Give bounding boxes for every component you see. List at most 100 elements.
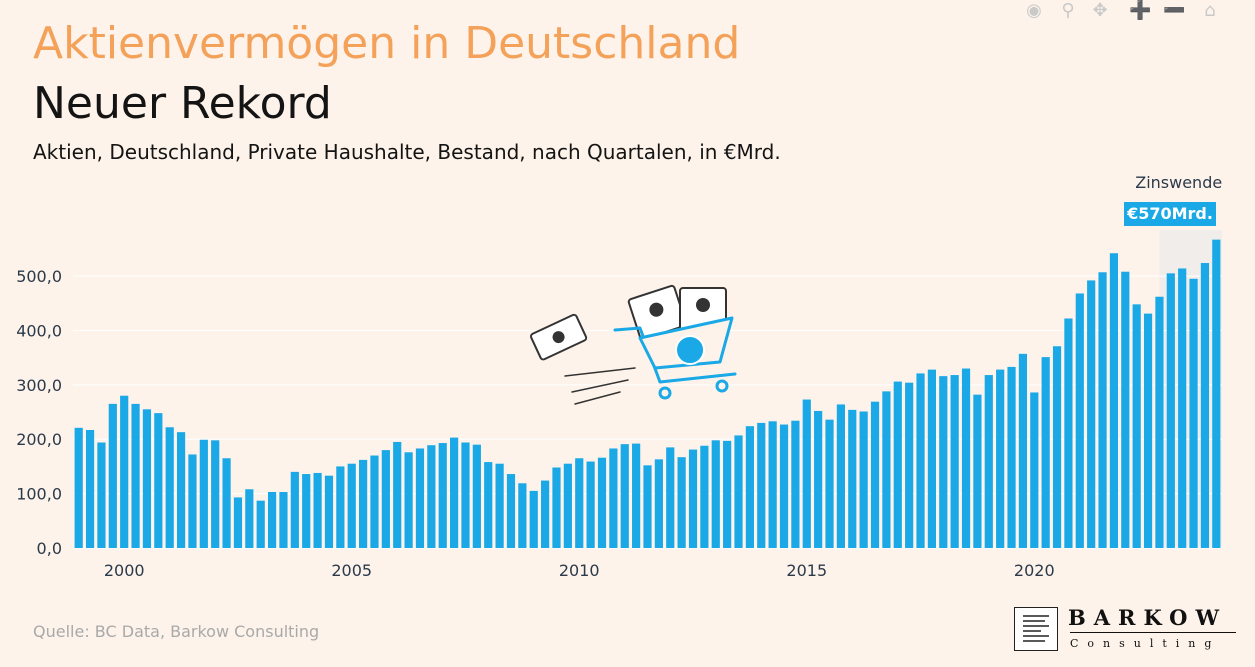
home-icon[interactable]: ⌂ — [1204, 0, 1216, 21]
chart-subtitle: Neuer Rekord — [33, 78, 332, 129]
logo-subtitle: Consulting — [1070, 637, 1221, 650]
bar — [1075, 293, 1084, 548]
bar — [1132, 304, 1141, 548]
bar — [222, 458, 231, 548]
bar — [1052, 346, 1062, 548]
zoom-icon[interactable]: ⚲ — [1061, 0, 1075, 21]
bar — [427, 445, 436, 548]
bar — [1155, 296, 1164, 548]
x-tick-label: 2010 — [559, 561, 600, 580]
bar — [984, 375, 993, 548]
x-tick-label: 2000 — [104, 561, 145, 580]
bar — [836, 404, 845, 548]
bar — [1041, 357, 1050, 548]
bar — [825, 419, 834, 548]
bar — [688, 449, 698, 548]
y-tick-label: 400,0 — [16, 321, 62, 340]
bar — [404, 452, 413, 548]
bar — [563, 463, 572, 548]
bar — [1178, 268, 1187, 548]
bar — [347, 463, 356, 548]
bar — [358, 459, 368, 548]
bar — [461, 442, 470, 548]
bar — [779, 424, 789, 548]
bar — [199, 439, 208, 548]
source-note: Quelle: BC Data, Barkow Consulting — [33, 622, 320, 641]
bar — [541, 480, 550, 548]
bar — [415, 448, 425, 548]
bar — [1098, 272, 1107, 548]
y-tick-label: 300,0 — [16, 376, 62, 395]
bar — [677, 457, 686, 548]
bar — [1189, 278, 1198, 548]
bar — [620, 444, 629, 548]
bar — [961, 368, 971, 548]
bar — [950, 375, 959, 548]
bar — [597, 457, 607, 548]
logo-mark-icon — [1014, 607, 1058, 651]
bar — [632, 443, 641, 548]
bar — [142, 409, 152, 548]
bar — [1018, 353, 1028, 548]
bar — [1143, 313, 1153, 548]
bar — [450, 437, 459, 548]
bar — [438, 443, 447, 548]
bar — [723, 440, 732, 548]
shopping-cart-illustration-icon — [529, 284, 737, 405]
chart-title: Aktienvermögen in Deutschland — [33, 18, 741, 69]
bar — [905, 382, 914, 548]
value-label: €570Mrd. — [1126, 204, 1213, 223]
chart-description: Aktien, Deutschland, Private Haushalte, … — [33, 140, 781, 164]
bar — [370, 455, 379, 548]
y-tick-label: 500,0 — [16, 267, 62, 286]
bar — [233, 497, 243, 548]
logo-name: BARKOW — [1068, 605, 1228, 630]
company-logo: BARKOW Consulting — [1014, 605, 1244, 655]
bar — [734, 435, 743, 548]
bar — [666, 447, 675, 548]
pan-icon[interactable]: ✥ — [1092, 0, 1108, 21]
bar — [1166, 273, 1175, 548]
bar — [1064, 318, 1073, 548]
bar — [495, 463, 504, 548]
bar — [290, 471, 299, 548]
bar — [74, 427, 83, 548]
bar — [188, 454, 197, 548]
bar — [802, 399, 811, 548]
bar — [245, 489, 254, 548]
zoom-in-icon[interactable]: ➕ — [1129, 0, 1152, 21]
bar — [927, 369, 937, 548]
bar — [393, 441, 402, 548]
bar — [859, 411, 868, 548]
bar — [120, 395, 129, 548]
zoom-out-icon[interactable]: ➖ — [1163, 0, 1186, 21]
bar — [176, 432, 186, 548]
bar — [973, 394, 982, 548]
bar — [97, 442, 106, 548]
x-tick-label: 2005 — [331, 561, 372, 580]
annotation-label: Zinswende — [1135, 173, 1222, 192]
bar — [893, 381, 902, 548]
bar — [996, 369, 1005, 548]
bar — [472, 444, 481, 548]
bar — [211, 440, 220, 548]
y-tick-label: 100,0 — [16, 485, 62, 504]
bar — [302, 474, 311, 548]
bar — [267, 491, 277, 548]
bar — [381, 450, 390, 548]
bar — [609, 448, 618, 548]
value-label-box — [1124, 202, 1216, 226]
bar — [848, 409, 857, 548]
bar — [1212, 239, 1221, 548]
x-tick-label: 2015 — [786, 561, 827, 580]
bar — [1121, 271, 1130, 548]
bar — [154, 413, 163, 548]
y-tick-label: 0,0 — [37, 539, 62, 558]
bar — [768, 421, 777, 548]
bar — [700, 445, 709, 548]
bar — [552, 467, 561, 548]
camera-icon[interactable]: ◉ — [1026, 0, 1042, 21]
bar — [643, 465, 652, 548]
bar — [1007, 366, 1016, 548]
bar — [654, 459, 663, 548]
